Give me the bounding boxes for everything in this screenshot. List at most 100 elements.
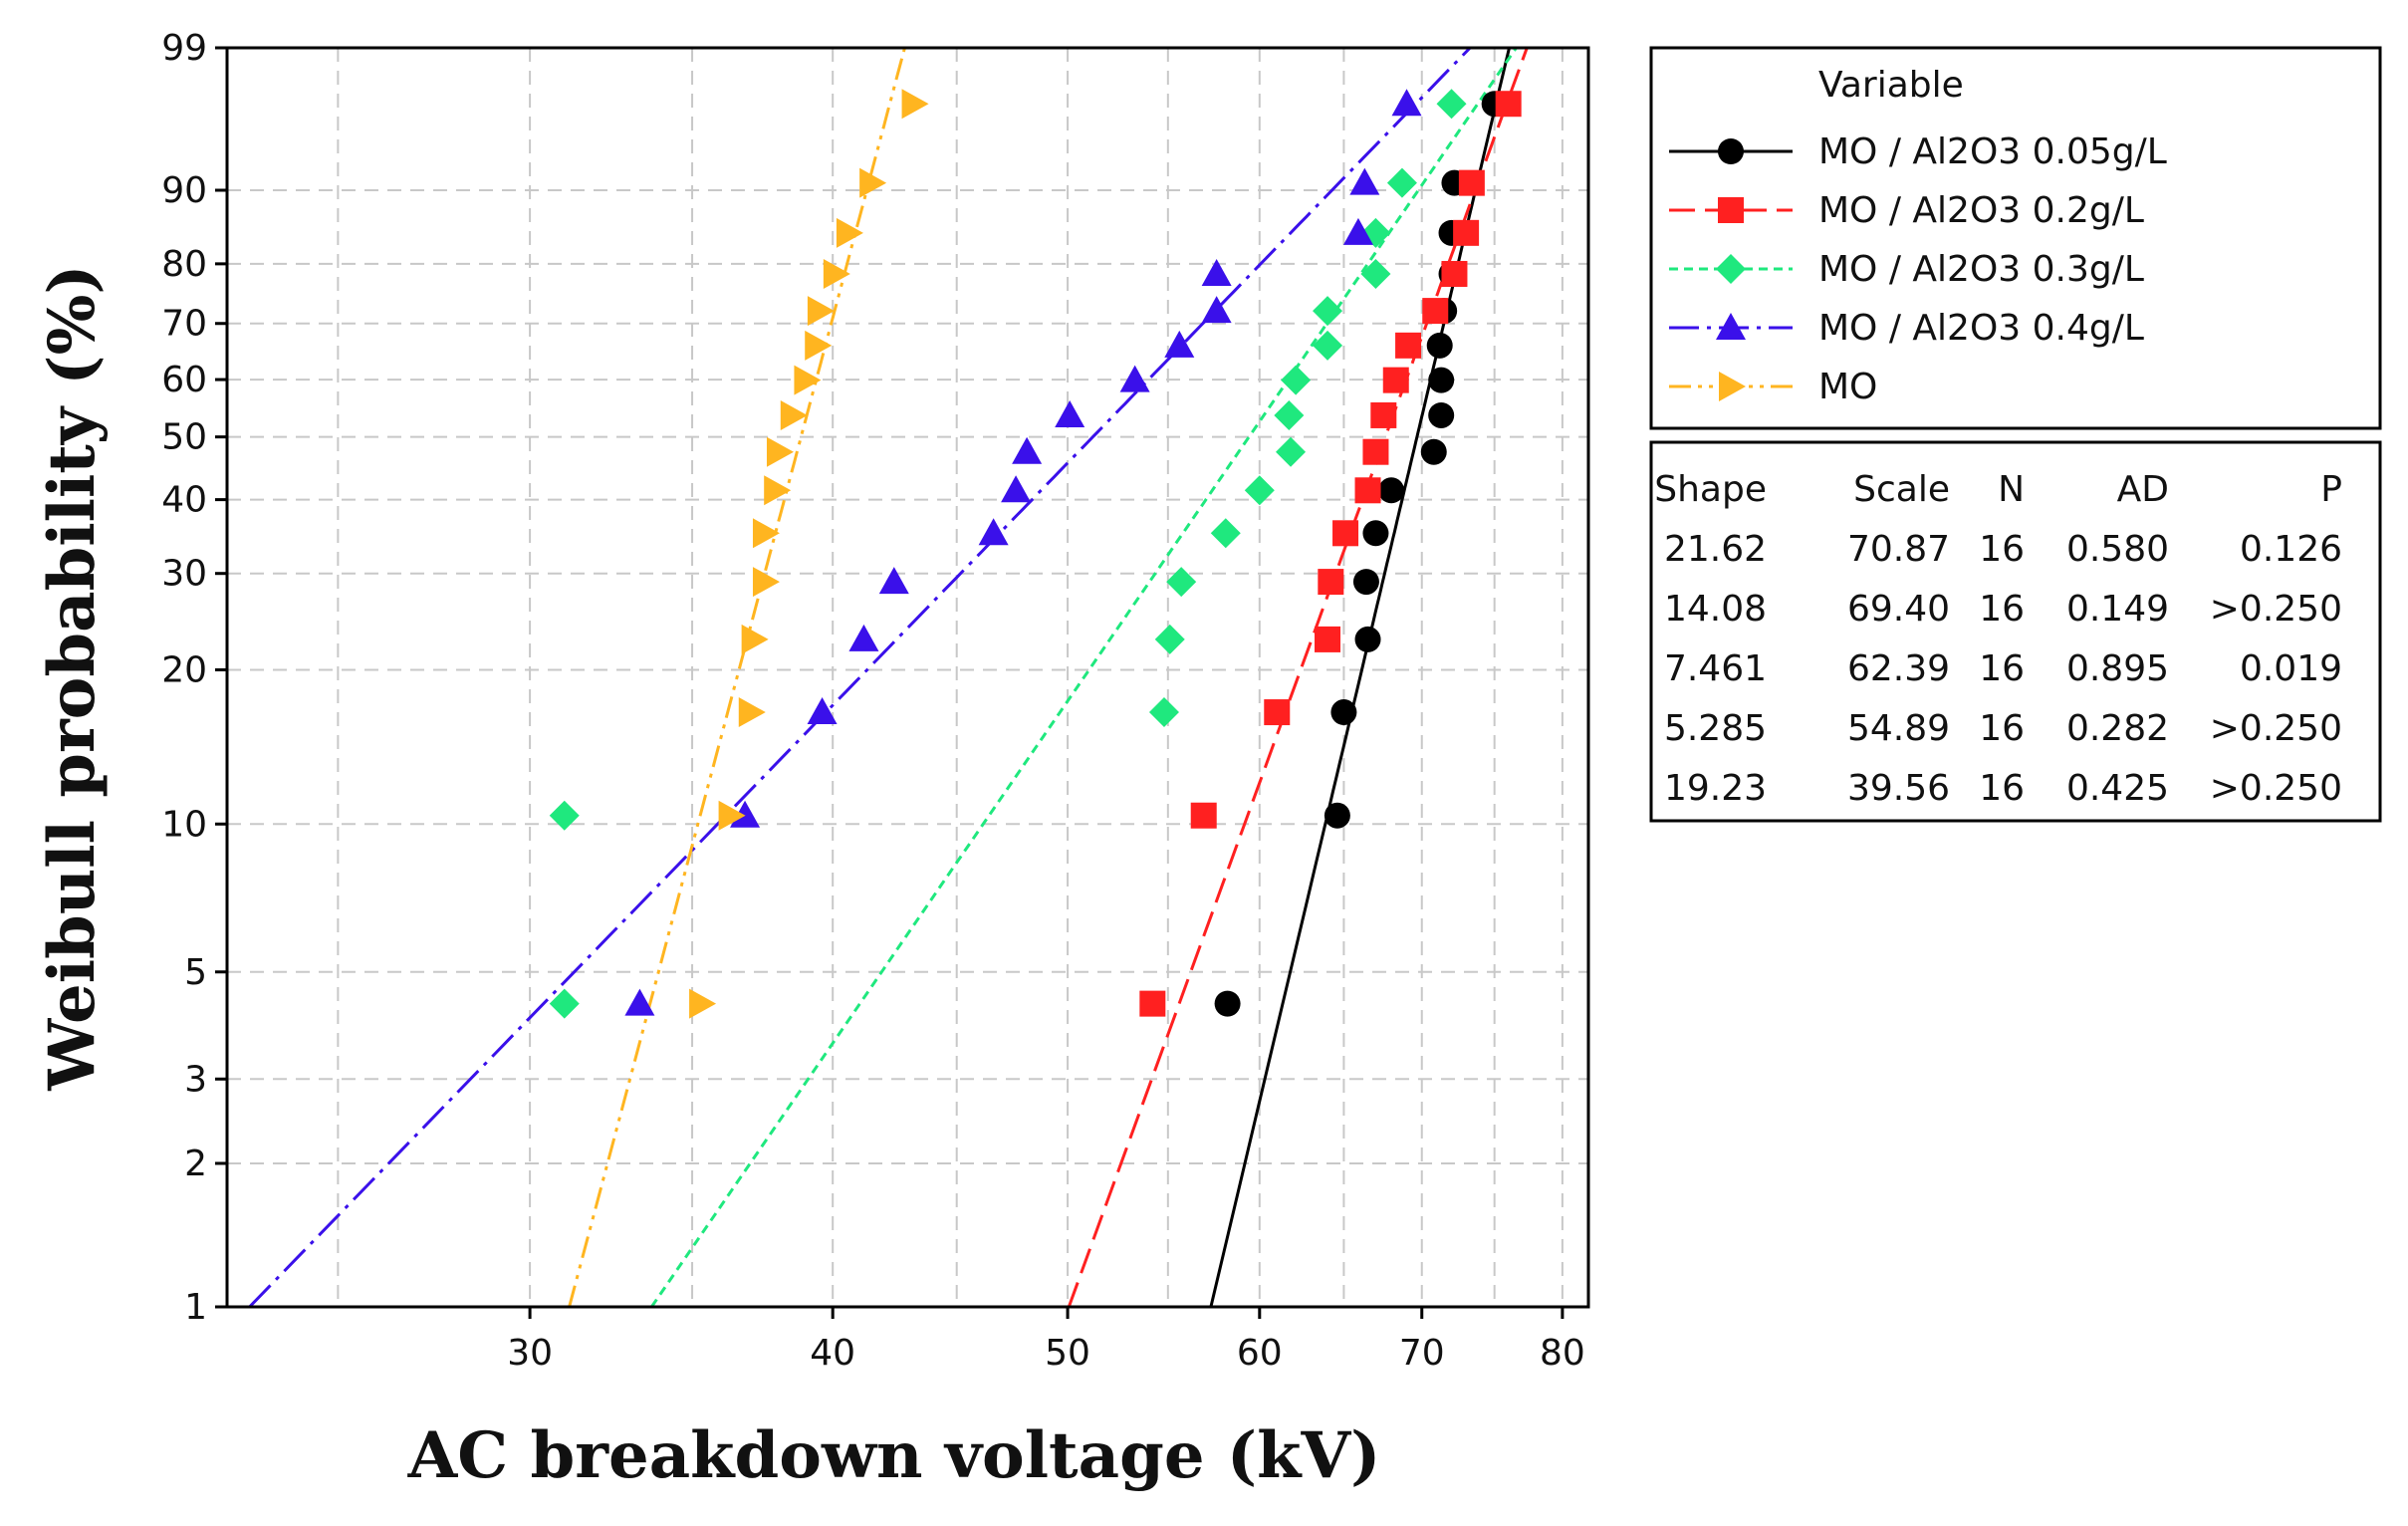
legend-marker [1718,138,1744,164]
legend-label: MO / Al2O3 0.4g/L [1818,308,2144,349]
data-point-series-3 [1276,436,1307,467]
data-point-series-2 [1395,332,1422,359]
stats-cell: 16 [1979,529,2025,570]
data-point-series-2 [1315,626,1341,652]
data-point-series-5 [766,436,794,467]
y-tick-label: 5 [184,952,207,993]
stats-cell: 16 [1979,589,2025,630]
y-tick-label: 70 [161,304,207,345]
fit-line-series-4 [248,48,1472,1307]
stats-cell: >0.250 [2210,708,2342,749]
plot-area-frame [225,46,1590,1309]
data-point-series-3 [1154,624,1185,654]
y-tick-label: 3 [184,1059,207,1100]
stats-cell: 62.39 [1847,648,1950,689]
stats-header: AD [2117,469,2169,510]
stats-header: Scale [1853,469,1950,510]
stats-cell: 0.580 [2066,529,2169,570]
data-point-series-3 [1436,89,1467,120]
data-point-series-5 [738,697,766,728]
data-point-series-3 [1148,697,1179,728]
data-point-series-5 [741,624,769,654]
stats-cell: 0.282 [2066,708,2169,749]
x-tick-label: 30 [507,1333,553,1374]
data-point-series-4 [730,800,761,828]
stats-cell: 21.62 [1664,529,1767,570]
stats-cell: 69.40 [1847,589,1950,630]
legend-entries: MO / Al2O3 0.05g/L MO / Al2O3 0.2g/L MO / … [1669,131,2167,407]
data-point-series-4 [1201,296,1232,324]
x-tick-label: 40 [810,1333,855,1374]
legend-label: MO [1818,367,1877,407]
fit-line-series-1 [1209,48,1511,1307]
data-point-series-5 [764,475,792,506]
legend-marker [1716,254,1746,284]
stats-cell: 54.89 [1847,708,1950,749]
stats-cell: 0.019 [2240,648,2342,689]
data-point-series-5 [805,330,833,361]
data-point-series-2 [1458,169,1485,196]
data-point-series-4 [624,988,655,1016]
stats-header: P [2320,469,2342,510]
data-point-series-2 [1139,990,1166,1017]
data-point-series-1 [1352,569,1379,596]
x-tick-label: 50 [1045,1333,1090,1374]
data-point-series-5 [780,399,808,430]
data-point-series-1 [1324,802,1350,829]
y-tick-label: 50 [161,417,207,458]
data-point-series-5 [718,800,746,831]
stats-cell: 14.08 [1664,589,1767,630]
data-point-series-3 [1313,296,1343,327]
data-point-series-5 [859,167,887,198]
legend-marker [1719,372,1746,401]
x-axis-ticks: 30 40 50 60 70 80 [507,1307,1585,1374]
y-tick-label: 80 [161,244,207,285]
stats-cell: 0.425 [2066,768,2169,809]
data-point-series-4 [978,518,1009,546]
data-point-series-4 [807,697,838,725]
data-point-series-4 [1349,167,1380,195]
data-point-series-5 [807,296,835,327]
data-point-series-5 [689,988,717,1019]
data-point-series-2 [1370,401,1397,428]
fit-line-series-2 [1067,48,1529,1307]
data-point-series-4 [1055,399,1085,427]
data-point-series-4 [1001,475,1032,503]
fit-lines [248,48,1529,1307]
stats-cell: >0.250 [2210,589,2342,630]
x-axis-title: AC breakdown voltage (kV) [407,1418,1381,1493]
x-tick-label: 60 [1237,1333,1283,1374]
data-point-series-4 [1391,89,1422,117]
x-tick-label: 80 [1540,1333,1585,1374]
data-point-series-4 [878,567,909,595]
stats-table-frame [1649,440,2382,823]
y-tick-label: 1 [184,1287,207,1328]
data-point-series-5 [836,217,863,248]
stats-cell: 0.895 [2066,648,2169,689]
data-point-series-1 [1354,626,1381,652]
y-axis-ticks: 1 2 3 5 10 20 30 40 50 60 70 80 90 99 [161,28,227,1328]
data-point-series-2 [1382,367,1409,393]
stats-cell: >0.250 [2210,768,2342,809]
stats-table: Shape Scale N AD P 21.62 70.87 16 0.580 0.126 14.0… [1649,440,2382,823]
stats-cell: 16 [1979,768,2025,809]
data-point-series-3 [1281,365,1312,395]
stats-cell: 19.23 [1664,768,1767,809]
stats-cell: 0.149 [2066,589,2169,630]
data-point-series-2 [1441,260,1468,287]
data-point-series-5 [823,258,850,289]
data-point-series-3 [1313,330,1343,361]
data-point-series-4 [1164,330,1195,358]
legend-marker [1718,197,1744,223]
data-point-series-4 [1201,258,1232,286]
y-tick-label: 2 [184,1144,207,1184]
stats-cell: 7.461 [1664,648,1767,689]
data-point-series-1 [1362,520,1389,547]
y-axis-title: Weibull probability (%) [35,264,110,1091]
data-point-series-3 [1360,258,1391,289]
y-tick-label: 90 [161,170,207,211]
x-tick-label: 70 [1399,1333,1445,1374]
data-point-series-4 [1119,365,1150,392]
legend-label: MO / Al2O3 0.05g/L [1818,131,2167,172]
data-point-series-1 [1214,990,1241,1017]
